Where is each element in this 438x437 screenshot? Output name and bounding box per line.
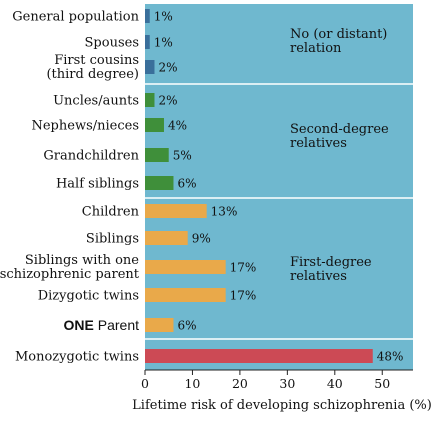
category-label: Dizygotic twins <box>38 289 139 304</box>
category-label: Siblings <box>86 232 139 247</box>
category-label: General population <box>12 10 139 25</box>
data-label: 17% <box>230 261 257 275</box>
category-label: ONE Parent <box>64 317 140 333</box>
x-tick-label: 50 <box>374 376 390 391</box>
category-label: Grandchildren <box>43 149 139 164</box>
bar <box>145 118 164 132</box>
data-label: 1% <box>154 36 173 50</box>
category-label: Nephews/nieces <box>31 119 139 134</box>
category-label: Monozygotic twins <box>15 350 139 365</box>
data-label: 9% <box>192 232 211 246</box>
x-tick-label: 10 <box>184 376 200 391</box>
data-label: 48% <box>377 350 404 364</box>
category-label: Half siblings <box>56 177 139 192</box>
bar <box>145 204 207 218</box>
plot-panel <box>145 4 413 370</box>
data-label: 2% <box>158 61 177 75</box>
data-label: 1% <box>154 10 173 24</box>
bar <box>145 93 155 107</box>
category-label: Spouses <box>85 36 139 51</box>
data-label: 2% <box>158 94 177 108</box>
group-label: No (or distant) relation <box>290 27 387 56</box>
category-label: First cousins (third degree) <box>46 53 139 82</box>
category-label: Uncles/aunts <box>53 94 139 109</box>
bar <box>145 35 150 49</box>
bar <box>145 260 226 274</box>
data-label: 4% <box>168 119 187 133</box>
group-label: First-degree relatives <box>290 255 372 284</box>
category-label: Children <box>82 205 140 220</box>
x-tick-label: 20 <box>232 376 248 391</box>
bar <box>145 288 226 302</box>
x-tick-label: 30 <box>279 376 295 391</box>
data-label: 13% <box>211 205 238 219</box>
x-tick-label: 0 <box>141 376 149 391</box>
bar <box>145 318 174 332</box>
x-axis-title: Lifetime risk of developing schizophreni… <box>132 398 432 413</box>
category-label: Siblings with one schizophrenic parent <box>0 253 140 282</box>
data-label: 6% <box>177 177 196 191</box>
bar <box>145 9 150 23</box>
bar <box>145 231 188 245</box>
bar <box>145 176 174 190</box>
data-label: 17% <box>230 289 257 303</box>
bar <box>145 148 169 162</box>
bar <box>145 349 373 363</box>
group-label: Second-degree relatives <box>290 122 389 151</box>
data-label: 5% <box>173 149 192 163</box>
bar <box>145 60 155 74</box>
x-tick-label: 40 <box>327 376 343 391</box>
data-label: 6% <box>177 319 196 333</box>
